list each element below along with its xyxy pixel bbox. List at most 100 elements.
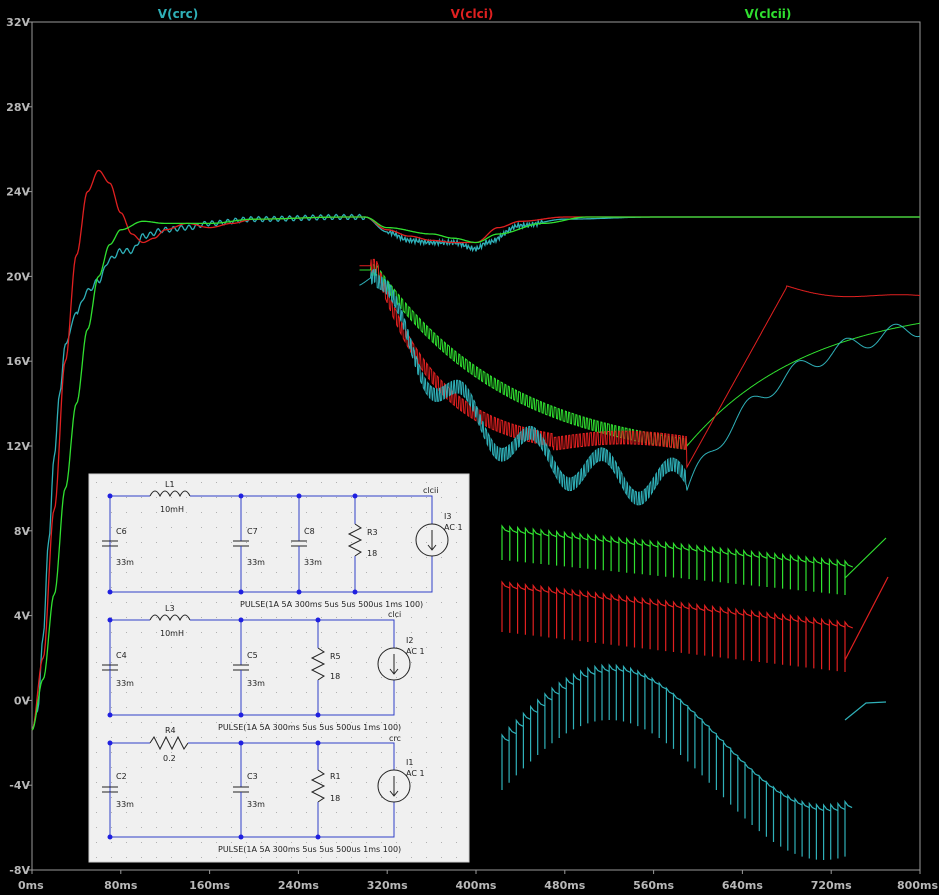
grid-dot — [456, 767, 457, 768]
schematic-background — [88, 473, 470, 863]
grid-dot — [411, 527, 412, 528]
grid-dot — [441, 632, 442, 633]
grid-dot — [336, 782, 337, 783]
grid-dot — [321, 692, 322, 693]
grid-dot — [126, 722, 127, 723]
grid-dot — [351, 722, 352, 723]
grid-dot — [441, 827, 442, 828]
grid-dot — [231, 827, 232, 828]
grid-dot — [201, 797, 202, 798]
grid-dot — [276, 677, 277, 678]
circuit-clcii: L1 10mH C6 33m C7 33m C8 33m R3 18 I3 AC… — [102, 480, 463, 609]
grid-dot — [351, 842, 352, 843]
grid-dot — [216, 752, 217, 753]
y-tick-label: -4V — [9, 779, 30, 792]
grid-dot — [201, 572, 202, 573]
grid-dot — [426, 677, 427, 678]
grid-dot — [441, 587, 442, 588]
grid-dot — [381, 707, 382, 708]
grid-dot — [426, 482, 427, 483]
grid-dot — [231, 692, 232, 693]
grid-dot — [126, 602, 127, 603]
grid-dot — [156, 782, 157, 783]
grid-dot — [201, 512, 202, 513]
grid-dot — [291, 812, 292, 813]
grid-dot — [321, 542, 322, 543]
resistor-r5 — [310, 647, 326, 681]
grid-dot — [246, 572, 247, 573]
grid-dot — [126, 692, 127, 693]
grid-dot — [396, 692, 397, 693]
grid-dot — [156, 827, 157, 828]
grid-dot — [381, 632, 382, 633]
grid-dot — [141, 617, 142, 618]
grid-dot — [231, 587, 232, 588]
grid-dot — [126, 752, 127, 753]
y-tick-label: -8V — [9, 864, 30, 877]
grid-dot — [276, 497, 277, 498]
grid-dot — [111, 572, 112, 573]
grid-dot — [261, 707, 262, 708]
grid-dot — [291, 647, 292, 648]
grid-dot — [396, 722, 397, 723]
grid-dot — [141, 812, 142, 813]
grid-dot — [291, 737, 292, 738]
label-i2: I2 — [406, 636, 413, 645]
grid-dot — [216, 677, 217, 678]
grid-dot — [456, 677, 457, 678]
grid-dot — [216, 632, 217, 633]
grid-dot — [126, 812, 127, 813]
grid-dot — [246, 617, 247, 618]
grid-dot — [351, 617, 352, 618]
grid-dot — [171, 857, 172, 858]
grid-dot — [246, 797, 247, 798]
grid-dot — [456, 647, 457, 648]
grid-dot — [261, 617, 262, 618]
grid-dot — [396, 587, 397, 588]
label-c3: C3 — [247, 772, 258, 781]
grid-dot — [366, 497, 367, 498]
grid-dot — [201, 857, 202, 858]
grid-dot — [366, 782, 367, 783]
label-c4-value: 33m — [116, 679, 134, 688]
grid-dot — [261, 572, 262, 573]
grid-dot — [201, 602, 202, 603]
grid-dot — [321, 482, 322, 483]
grid-dot — [186, 572, 187, 573]
grid-dot — [336, 512, 337, 513]
grid-dot — [276, 647, 277, 648]
y-tick-label: 12V — [6, 440, 30, 453]
grid-dot — [96, 692, 97, 693]
grid-dot — [276, 737, 277, 738]
grid-dot — [261, 542, 262, 543]
grid-dot — [441, 572, 442, 573]
grid-dot — [411, 647, 412, 648]
grid-dot — [201, 482, 202, 483]
grid-dot — [171, 557, 172, 558]
grid-dot — [381, 827, 382, 828]
grid-dot — [411, 632, 412, 633]
grid-dot — [141, 857, 142, 858]
grid-dot — [201, 527, 202, 528]
grid-dot — [336, 587, 337, 588]
grid-dot — [96, 812, 97, 813]
grid-dot — [411, 587, 412, 588]
grid-dot — [381, 557, 382, 558]
grid-dot — [426, 752, 427, 753]
grid-dot — [276, 767, 277, 768]
grid-dot — [411, 692, 412, 693]
grid-dot — [411, 782, 412, 783]
grid-dot — [126, 707, 127, 708]
grid-dot — [156, 707, 157, 708]
grid-dot — [261, 677, 262, 678]
grid-dot — [156, 677, 157, 678]
label-pulse3: PULSE(1A 5A 300ms 5us 5us 500us 1ms 100) — [218, 845, 401, 854]
grid-dot — [336, 707, 337, 708]
grid-dot — [291, 782, 292, 783]
grid-dot — [141, 527, 142, 528]
grid-dot — [261, 482, 262, 483]
grid-dot — [231, 482, 232, 483]
zoomed-traces — [501, 524, 889, 860]
grid-dot — [216, 722, 217, 723]
grid-dot — [381, 722, 382, 723]
